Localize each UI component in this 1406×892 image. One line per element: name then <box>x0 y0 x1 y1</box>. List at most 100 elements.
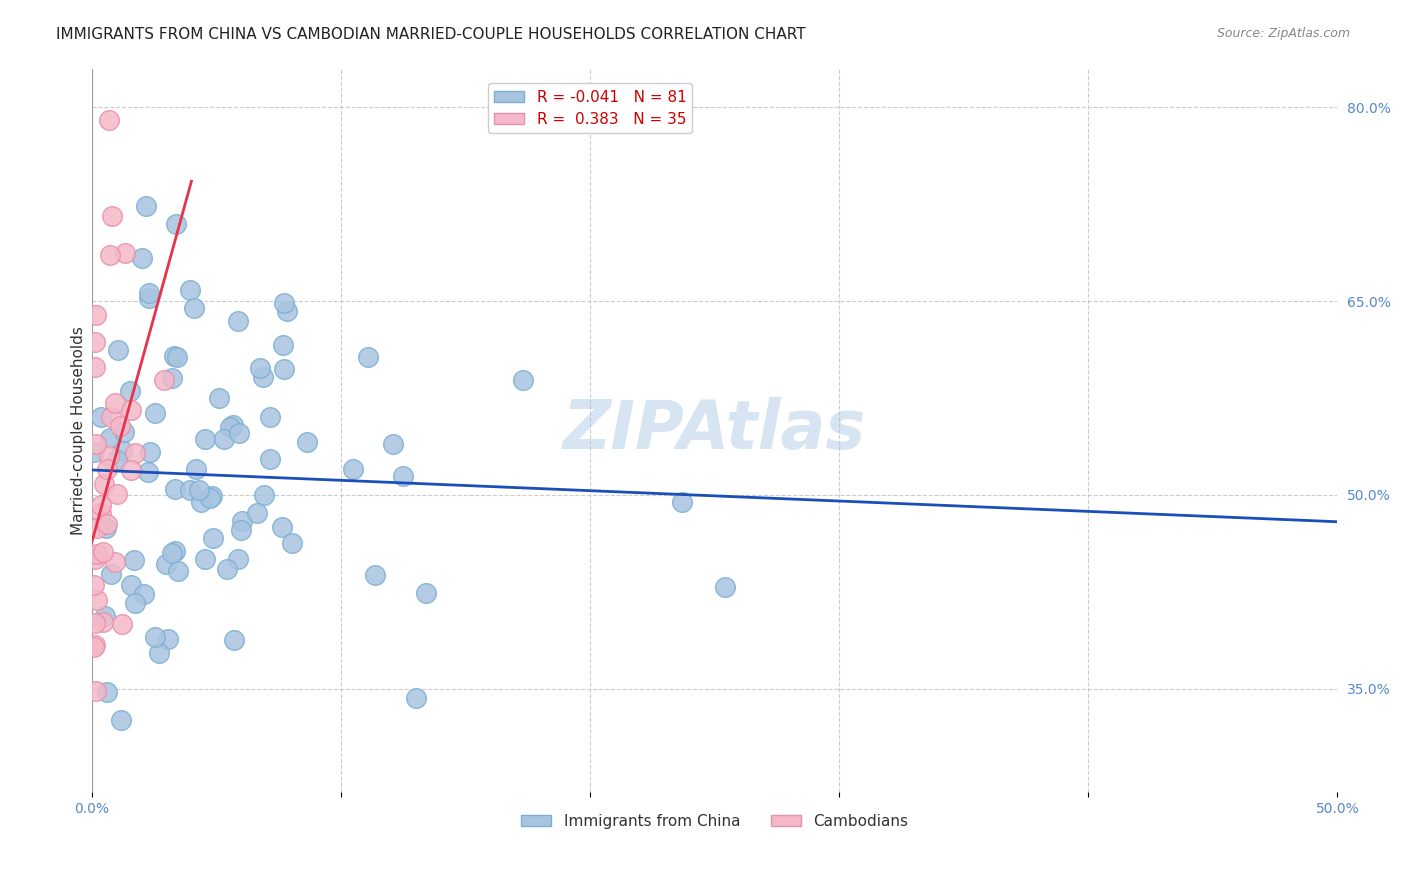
Point <box>357 351 380 365</box>
Y-axis label: Married-couple Households: Married-couple Households <box>72 326 86 534</box>
Point <box>143 406 166 420</box>
Point <box>108 418 131 433</box>
Point <box>179 483 201 497</box>
Point <box>219 419 242 434</box>
Point <box>184 462 207 476</box>
Point <box>281 536 304 550</box>
Point <box>222 632 245 647</box>
Point <box>96 461 118 475</box>
Point <box>249 360 271 375</box>
Point <box>93 477 115 491</box>
Point <box>364 568 387 582</box>
Point <box>194 432 217 446</box>
Point <box>270 520 292 534</box>
Point <box>83 444 105 458</box>
Point <box>124 446 146 460</box>
Point <box>86 592 108 607</box>
Point <box>83 578 105 592</box>
Point <box>229 523 252 537</box>
Point <box>83 640 105 655</box>
Point <box>132 587 155 601</box>
Point <box>228 552 250 566</box>
Point <box>111 443 134 458</box>
Point <box>120 384 142 398</box>
Point <box>107 487 129 501</box>
Text: ZIPAtlas: ZIPAtlas <box>562 397 866 463</box>
Point <box>714 581 737 595</box>
Point <box>139 445 162 459</box>
Point <box>163 482 186 496</box>
Point <box>246 506 269 520</box>
Point <box>187 483 209 497</box>
Point <box>200 489 222 503</box>
Point <box>215 561 238 575</box>
Point <box>84 335 107 350</box>
Point <box>165 217 187 231</box>
Point <box>273 295 295 310</box>
Point <box>86 521 108 535</box>
Point <box>120 403 142 417</box>
Point <box>105 453 128 467</box>
Point <box>110 713 132 727</box>
Point <box>84 359 107 374</box>
Point <box>124 596 146 610</box>
Point <box>97 449 120 463</box>
Point <box>96 520 118 534</box>
Point <box>112 425 135 439</box>
Point <box>160 546 183 560</box>
Point <box>228 425 250 440</box>
Point <box>222 417 245 432</box>
Point <box>98 431 121 445</box>
Point <box>273 338 295 352</box>
Point <box>276 303 298 318</box>
Point <box>100 409 122 424</box>
Point <box>166 350 188 364</box>
Point <box>96 516 118 531</box>
Point <box>381 436 404 450</box>
Point <box>97 113 120 128</box>
Point <box>143 630 166 644</box>
Point <box>155 558 177 572</box>
Point <box>392 468 415 483</box>
Point <box>135 198 157 212</box>
Point <box>202 531 225 545</box>
Point <box>163 544 186 558</box>
Point <box>100 566 122 581</box>
Point <box>83 615 105 630</box>
Point <box>98 248 121 262</box>
Point <box>136 465 159 479</box>
Point <box>183 301 205 315</box>
Point <box>90 409 112 424</box>
Point <box>122 552 145 566</box>
Point <box>148 646 170 660</box>
Point <box>405 690 427 705</box>
Point <box>512 373 534 387</box>
Point <box>156 632 179 646</box>
Point <box>671 495 693 509</box>
Point <box>84 437 107 451</box>
Point <box>131 251 153 265</box>
Point <box>190 495 212 509</box>
Point <box>415 586 437 600</box>
Point <box>90 506 112 520</box>
Point <box>179 283 201 297</box>
Point <box>84 552 107 566</box>
Point <box>91 545 114 559</box>
Point <box>120 578 142 592</box>
Point <box>86 547 108 561</box>
Point <box>107 343 129 357</box>
Point <box>194 552 217 566</box>
Point <box>153 374 176 388</box>
Point <box>114 246 136 260</box>
Legend: Immigrants from China, Cambodians: Immigrants from China, Cambodians <box>515 808 914 835</box>
Point <box>162 370 184 384</box>
Point <box>342 461 364 475</box>
Point <box>259 409 281 424</box>
Point <box>198 491 221 505</box>
Point <box>138 286 160 301</box>
Point <box>103 555 125 569</box>
Text: IMMIGRANTS FROM CHINA VS CAMBODIAN MARRIED-COUPLE HOUSEHOLDS CORRELATION CHART: IMMIGRANTS FROM CHINA VS CAMBODIAN MARRI… <box>56 27 806 42</box>
Point <box>111 617 134 632</box>
Point <box>104 396 127 410</box>
Point <box>208 391 231 405</box>
